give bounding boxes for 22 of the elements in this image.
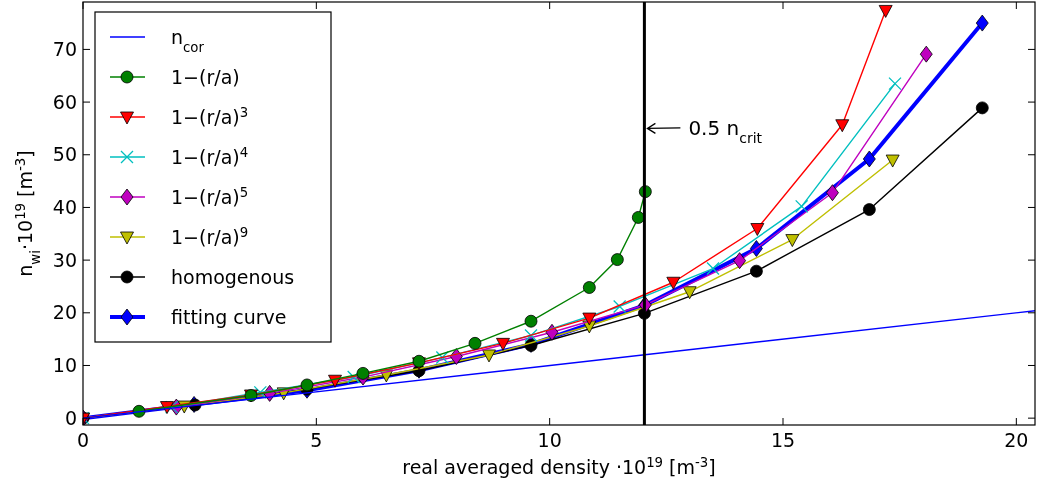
y-tick-label: 50 [52, 143, 77, 166]
y-tick-label: 30 [52, 248, 77, 271]
x-tick-label: 15 [770, 429, 796, 451]
x-tick-label: 20 [1004, 429, 1029, 451]
x-axis-title: real averaged density ·10$^{19}$ [m$^{-3}$] [402, 454, 716, 478]
y-tick-label: 60 [52, 90, 77, 113]
x-tick-label: 5 [310, 429, 323, 451]
legend-label: fitting curve [171, 305, 287, 328]
legend-label: 1−(r/a)$^{3}$ [171, 104, 249, 128]
y-tick-label: 20 [52, 301, 77, 324]
legend-label: 1−(r/a) [171, 65, 240, 88]
y-tick-label: 0 [64, 406, 77, 429]
x-tick-label: 10 [537, 429, 562, 451]
annotation: 0.5 n$_{crit}$ [688, 116, 763, 147]
legend-label: 1−(r/a)$^{9}$ [171, 224, 249, 248]
y-tick-label: 70 [52, 38, 77, 61]
y-tick-label: 10 [52, 354, 77, 377]
legend-label: 1−(r/a)$^{4}$ [171, 144, 249, 168]
legend-label: n$_{cor}$ [171, 25, 205, 55]
legend-label: homogenous [171, 265, 295, 288]
y-tick-label: 40 [52, 196, 77, 219]
legend-label: 1−(r/a)$^{5}$ [171, 184, 249, 208]
